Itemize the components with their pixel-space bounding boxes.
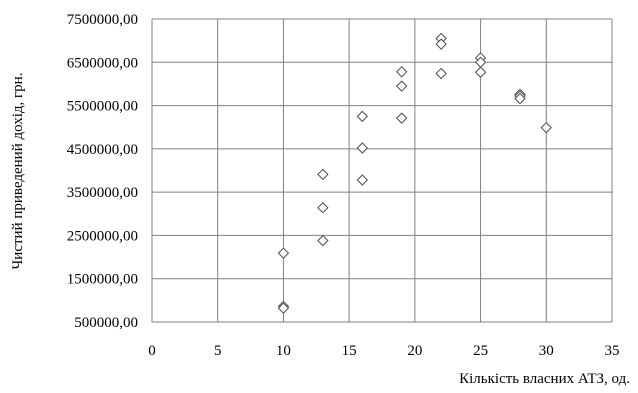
data-point (540, 121, 552, 134)
data-point (317, 168, 329, 181)
x-tick-label: 0 (148, 343, 156, 359)
y-tick-label: 1500000,00 (67, 272, 138, 288)
x-tick-label: 5 (214, 343, 222, 359)
y-tick-label: 6500000,00 (67, 55, 138, 71)
data-point (435, 67, 447, 80)
data-point (317, 202, 329, 214)
x-tick-label: 10 (276, 343, 291, 359)
data-point (396, 112, 408, 124)
data-point (277, 302, 290, 314)
data-point (356, 174, 368, 186)
y-axis-title: Чистий приведений дохід, грн. (10, 73, 26, 270)
y-tick-label: 500000,00 (74, 315, 138, 331)
grid (151, 18, 613, 323)
data-point (277, 247, 290, 259)
data-point (317, 234, 329, 247)
data-point (356, 142, 368, 154)
x-tick-label: 25 (473, 343, 488, 359)
x-tick-label: 20 (407, 343, 422, 359)
y-tick-label: 2500000,00 (67, 228, 138, 244)
data-point (474, 66, 487, 78)
y-tick-label: 3500000,00 (67, 185, 138, 201)
axes (151, 19, 612, 323)
x-tick-label: 15 (342, 343, 357, 359)
data-points (277, 32, 552, 314)
data-point (396, 66, 408, 78)
data-point (514, 92, 526, 105)
y-tick-label: 5500000,00 (67, 99, 138, 115)
y-tick-label: 4500000,00 (67, 142, 138, 158)
data-point (435, 38, 447, 50)
x-tick-label: 30 (539, 343, 554, 359)
tick-labels: 500000,00 1500000,00 2500000,00 3500000,00 4… (67, 12, 620, 359)
y-tick-label: 7500000,00 (67, 12, 138, 28)
data-point (356, 110, 368, 123)
data-point (396, 80, 408, 92)
x-axis-title: Кількість власних АТЗ, од. (459, 371, 630, 387)
x-tick-label: 35 (605, 343, 620, 359)
